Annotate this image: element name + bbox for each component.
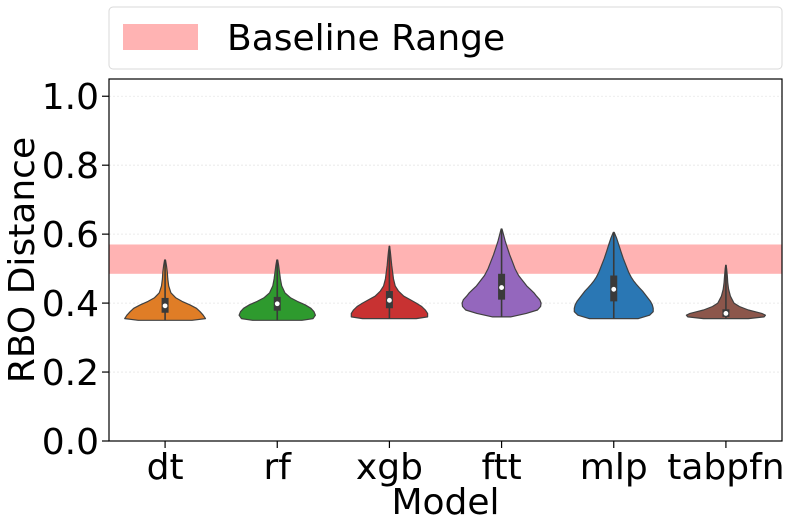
x-tick-label: rf bbox=[264, 447, 293, 488]
x-tick-label: ftt bbox=[481, 447, 521, 488]
legend-label-baseline: Baseline Range bbox=[227, 18, 505, 59]
x-ticks: dt rf xgb ftt mlp tabpfn bbox=[147, 441, 785, 488]
y-axis-label: RBO Distance bbox=[2, 137, 43, 383]
x-axis-label: Model bbox=[391, 482, 499, 523]
y-ticks: 0.0 0.2 0.4 0.6 0.8 1.0 bbox=[42, 77, 109, 463]
violin-median bbox=[274, 301, 280, 307]
violin-median bbox=[723, 311, 729, 316]
x-tick-label: xgb bbox=[356, 447, 423, 488]
x-tick-label: tabpfn bbox=[667, 447, 784, 488]
plot-frame bbox=[108, 78, 783, 442]
violin-mlp bbox=[573, 231, 654, 320]
y-tick-label: 0.2 bbox=[42, 353, 99, 394]
x-tick-label: dt bbox=[147, 447, 184, 488]
legend: Baseline Range bbox=[108, 6, 783, 70]
baseline-band bbox=[109, 244, 782, 274]
baseline-band-layer bbox=[109, 244, 782, 274]
violin-ftt bbox=[461, 228, 542, 318]
y-tick-label: 0.6 bbox=[42, 215, 99, 256]
legend-swatch-baseline bbox=[123, 24, 198, 50]
violin-dt bbox=[124, 259, 207, 321]
y-tick-label: 0.4 bbox=[42, 284, 99, 325]
violin-median bbox=[499, 285, 504, 290]
y-tick-label: 0.0 bbox=[42, 422, 99, 463]
violins bbox=[124, 228, 766, 321]
y-tick-label: 1.0 bbox=[42, 77, 99, 118]
violin-xgb bbox=[350, 245, 429, 320]
violin-median bbox=[387, 297, 392, 303]
axes bbox=[108, 78, 783, 442]
violin-median bbox=[162, 303, 168, 309]
violin-tabpfn bbox=[685, 264, 766, 320]
y-tick-label: 0.8 bbox=[42, 146, 99, 187]
violin-median bbox=[611, 286, 617, 292]
x-tick-label: mlp bbox=[580, 447, 648, 488]
violin-rf bbox=[238, 259, 316, 321]
legend-frame bbox=[108, 6, 783, 70]
